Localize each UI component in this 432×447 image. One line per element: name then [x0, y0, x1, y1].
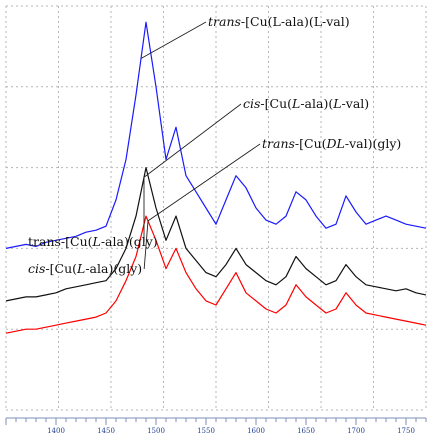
- annotation-labels: trans-[Cu(L-ala)(L-val) cis-[Cu(L-ala)(L…: [28, 14, 401, 276]
- annotation-label-part: trans: [208, 14, 241, 29]
- annotation-label: cis-[Cu(L-ala)(gly): [28, 261, 142, 276]
- annotation-label-part: -[Cu(: [45, 261, 77, 276]
- series-line-black: [5, 167, 427, 302]
- series-line-red: [5, 215, 427, 334]
- annotation-label-part: cis: [28, 261, 45, 276]
- annotation-label-part: L: [332, 96, 341, 111]
- series-layer: [5, 21, 427, 334]
- series-line-blue: [5, 21, 427, 249]
- annotation-label-part: -val)(gly): [345, 136, 401, 151]
- annotation-label-part: cis: [243, 96, 260, 111]
- annotation-label-part: -[Cu(: [295, 136, 327, 151]
- x-tick-label: 1600: [247, 427, 265, 435]
- x-tick-label: 1450: [97, 427, 115, 435]
- x-tick-label: 1650: [297, 427, 315, 435]
- grid: [5, 5, 427, 411]
- annotation-label: cis-[Cu(L-ala)(L-val): [243, 96, 369, 111]
- x-axis-ticks: 1400 1450 1500 1550 1600 1650 1700 1750: [5, 418, 427, 435]
- annotation-label-part: -ala)(gly): [85, 261, 142, 276]
- annotation-leader: [147, 143, 261, 222]
- annotation-label: trans-[Cu(L-ala)(L-val): [208, 14, 350, 29]
- annotation-label-part: L: [291, 96, 300, 111]
- annotation-leader: [140, 21, 207, 59]
- annotation-label-part: L: [92, 234, 101, 249]
- annotation-leader: [143, 103, 242, 178]
- x-tick-label: 1700: [347, 427, 365, 435]
- annotation-label-part: -ala)(: [300, 96, 333, 111]
- annotation-label-part: -ala)(gly): [101, 234, 158, 249]
- annotation-label-part: -[Cu(: [260, 96, 292, 111]
- annotation-label-part: -[Cu(L-ala)(L-val): [241, 14, 350, 29]
- annotation-label-part: trans-[Cu(: [28, 234, 93, 249]
- annotation-label: trans-[Cu(DL-val)(gly): [262, 136, 401, 151]
- annotation-label: trans-[Cu(L-ala)(gly): [28, 234, 158, 249]
- x-tick-label: 1500: [147, 427, 165, 435]
- annotation-label-part: -val): [342, 96, 370, 111]
- x-tick-label: 1750: [397, 427, 415, 435]
- annotation-leaders: [140, 21, 261, 270]
- x-tick-label: 1400: [47, 427, 65, 435]
- annotation-label-part: trans: [262, 136, 295, 151]
- annotation-leader: [143, 220, 149, 270]
- x-tick-label: 1550: [197, 427, 215, 435]
- annotation-label-part: DL: [326, 136, 345, 151]
- annotation-label-part: L: [76, 261, 85, 276]
